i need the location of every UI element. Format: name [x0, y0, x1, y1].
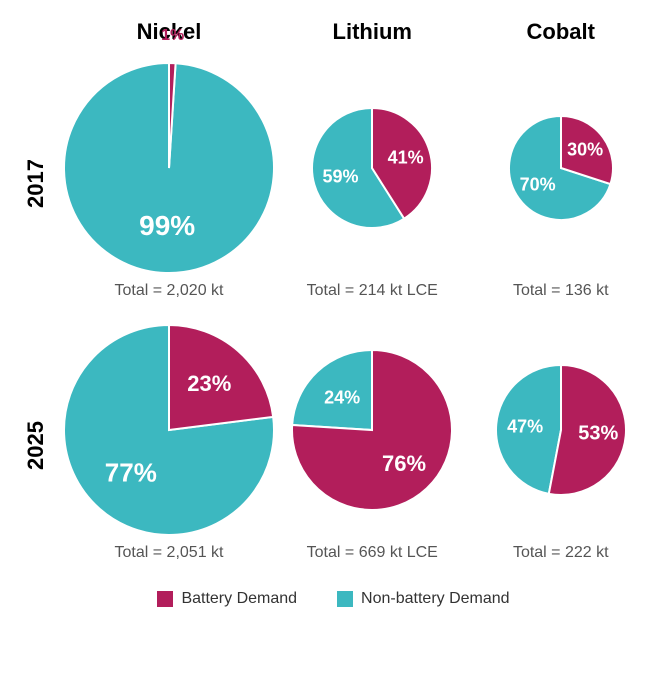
battery-pct-label: 23%: [187, 371, 231, 397]
total-2025-nickel: Total = 2,051 kt: [115, 544, 224, 562]
cell-2017-lithium: 59% 41% Total = 214 kt LCE: [278, 52, 467, 314]
cell-2017-nickel: 99%1% Total = 2,020 kt: [60, 52, 278, 314]
pie-y2017-lithium: 59% 41%: [282, 58, 463, 278]
total-2017-cobalt: Total = 136 kt: [513, 282, 609, 300]
cell-2025-cobalt: 47% 53% Total = 222 kt: [467, 314, 656, 576]
nonbattery-pct-label: 99%: [139, 210, 195, 242]
legend-nonbattery: Non-battery Demand: [337, 590, 510, 608]
col-header-lithium: Lithium: [333, 19, 412, 45]
cell-2017-cobalt: 70% 30% Total = 136 kt: [467, 52, 656, 314]
nonbattery-pct-label: 24%: [324, 387, 360, 408]
nonbattery-pct-label: 77%: [105, 458, 157, 489]
total-2017-nickel: Total = 2,020 kt: [115, 282, 224, 300]
pie-grid: Nickel Lithium Cobalt 2017 99%1% Total =…: [12, 12, 655, 576]
legend-swatch-nonbattery: [337, 591, 353, 607]
row-header-2017: 2017: [23, 159, 49, 208]
pie-y2017-cobalt: 70% 30%: [471, 58, 652, 278]
total-2025-cobalt: Total = 222 kt: [513, 544, 609, 562]
battery-pct-label: 53%: [578, 422, 618, 445]
pie-y2025-lithium: 24% 76%: [282, 320, 463, 540]
nonbattery-pct-label: 59%: [323, 167, 359, 188]
col-header-cobalt: Cobalt: [527, 19, 595, 45]
legend-label-nonbattery: Non-battery Demand: [361, 590, 510, 608]
pie-y2025-cobalt: 47% 53%: [471, 320, 652, 540]
pie-chart: [292, 350, 452, 510]
total-2025-lithium: Total = 669 kt LCE: [307, 544, 438, 562]
pie-chart: [509, 116, 613, 220]
pie-y2017-nickel: 99%1%: [64, 58, 274, 278]
legend: Battery Demand Non-battery Demand: [12, 590, 655, 608]
legend-swatch-battery: [157, 591, 173, 607]
legend-label-battery: Battery Demand: [181, 590, 297, 608]
battery-pct-label: 41%: [388, 148, 424, 169]
nonbattery-pct-label: 70%: [520, 174, 556, 195]
battery-pct-label: 76%: [382, 451, 426, 477]
total-2017-lithium: Total = 214 kt LCE: [307, 282, 438, 300]
cell-2025-lithium: 24% 76% Total = 669 kt LCE: [278, 314, 467, 576]
pie-chart: [64, 325, 274, 535]
nonbattery-pct-label: 47%: [507, 416, 543, 437]
pie-y2025-nickel: 77% 23%: [64, 320, 274, 540]
battery-pct-label: 30%: [567, 140, 603, 161]
cell-2025-nickel: 77% 23% Total = 2,051 kt: [60, 314, 278, 576]
row-header-2025: 2025: [23, 421, 49, 470]
legend-battery: Battery Demand: [157, 590, 297, 608]
battery-pct-label: 1%: [161, 27, 184, 45]
